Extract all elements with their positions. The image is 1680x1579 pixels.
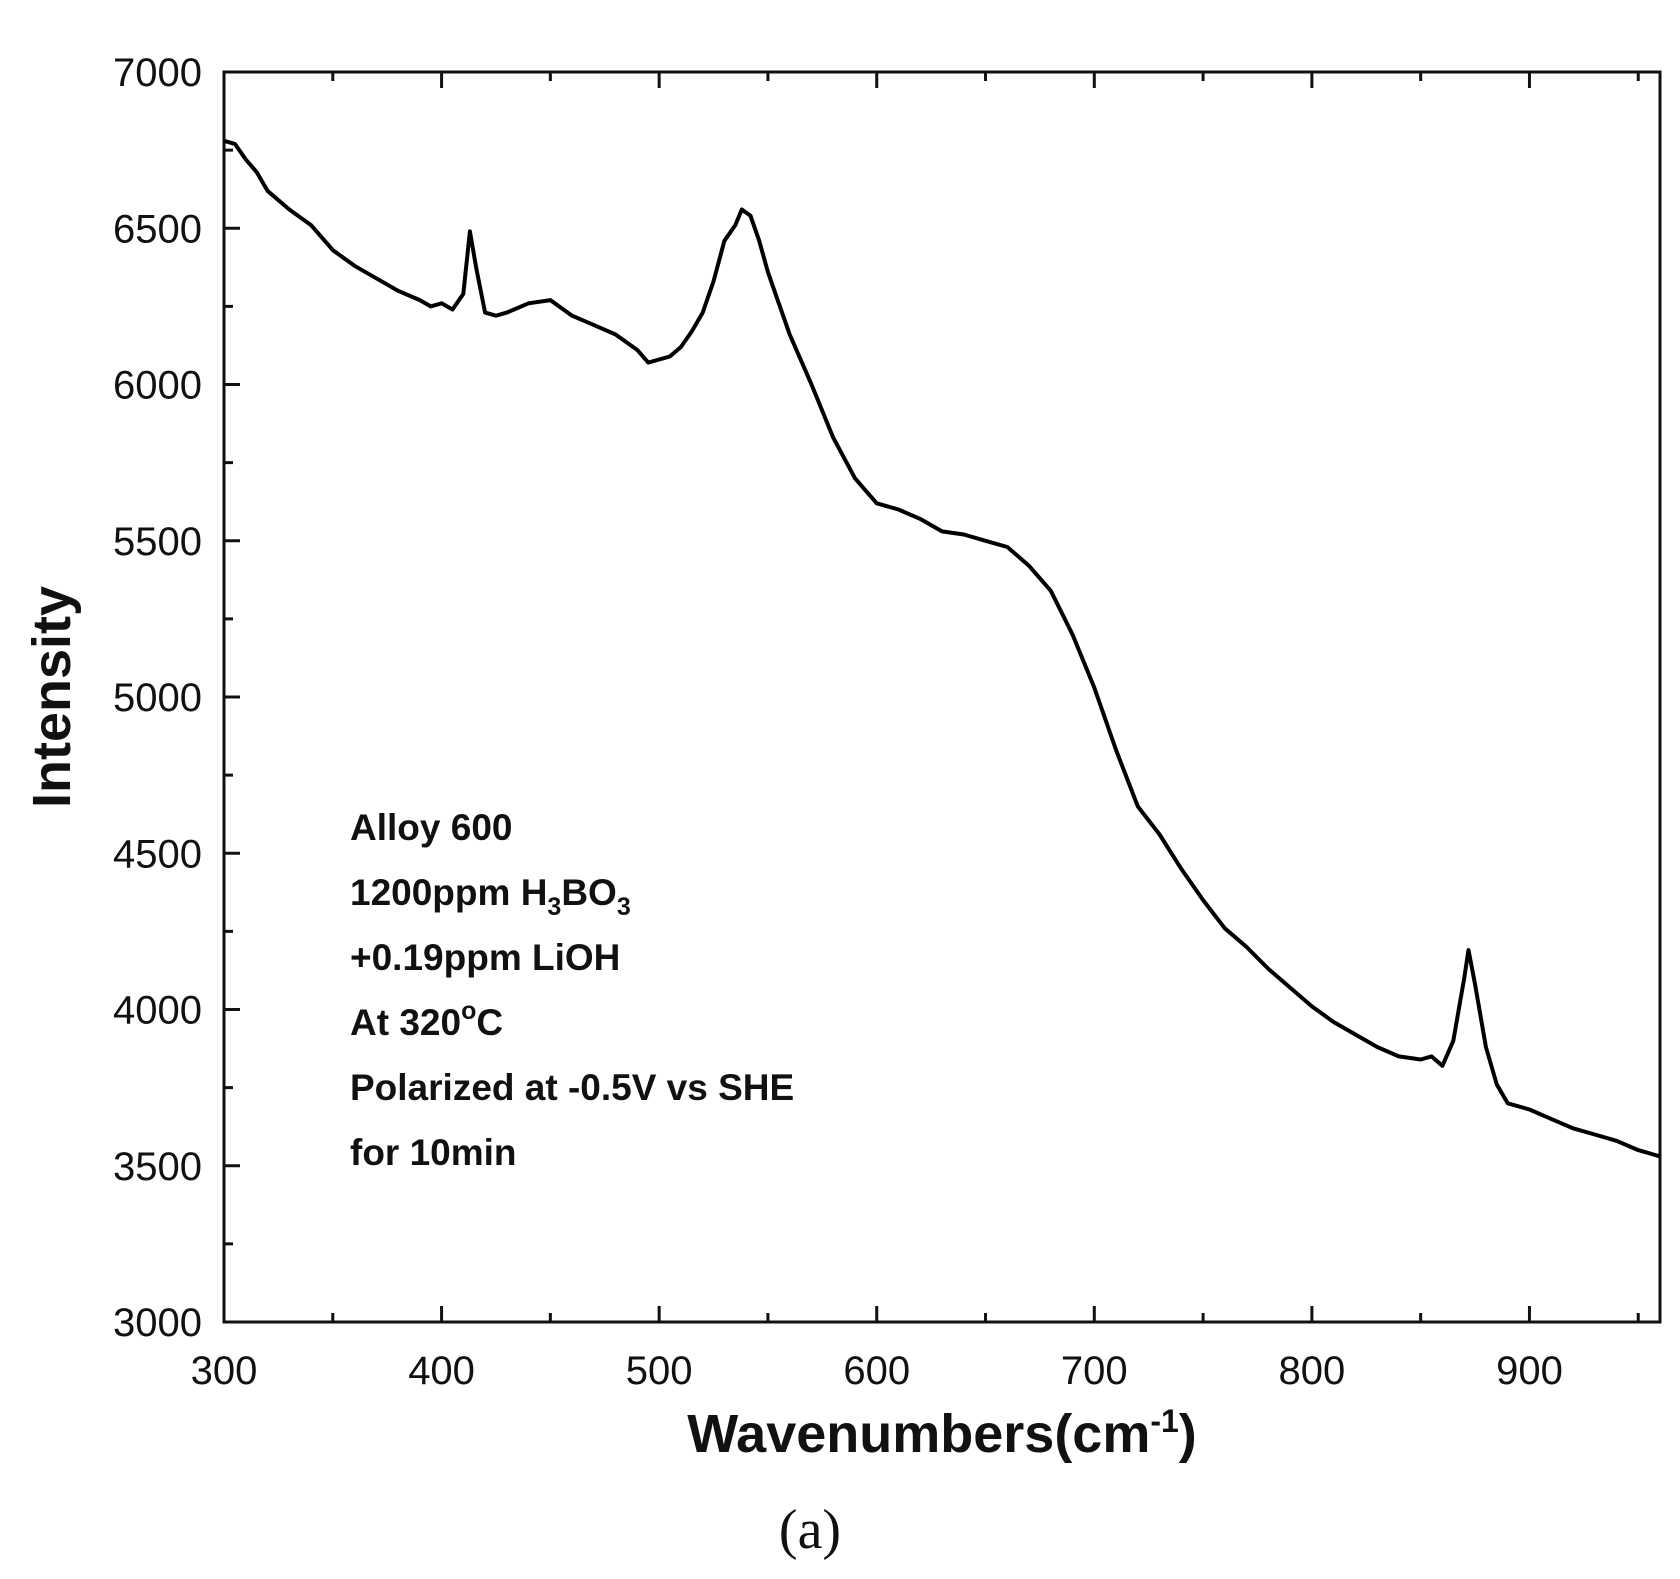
annotation-line-1: Alloy 600 xyxy=(350,807,512,848)
y-tick-label: 7000 xyxy=(113,51,202,95)
x-axis-ticks: 300 400 500 600 700 800 900 xyxy=(191,72,1640,1393)
annotation-block: Alloy 600 1200ppm H3BO3 +0.19ppm LiOH At… xyxy=(350,807,794,1173)
x-tick-label: 800 xyxy=(1279,1349,1346,1393)
y-tick-label: 3000 xyxy=(113,1301,202,1345)
annotation-line-4: At 320oC xyxy=(350,997,503,1043)
y-tick-label: 4000 xyxy=(113,989,202,1033)
panel-label: (a) xyxy=(779,1499,841,1561)
y-tick-label: 5000 xyxy=(113,676,202,720)
y-axis-ticks: 3000 3500 4000 4500 5000 5500 6000 6500 7000 xyxy=(113,51,240,1345)
x-tick-label: 900 xyxy=(1496,1349,1563,1393)
x-tick-label: 400 xyxy=(408,1349,475,1393)
y-axis-title: Intensity xyxy=(22,586,82,808)
y-tick-label: 6000 xyxy=(113,364,202,408)
annotation-line-3: +0.19ppm LiOH xyxy=(350,937,620,978)
y-tick-label: 3500 xyxy=(113,1145,202,1189)
x-tick-label: 500 xyxy=(626,1349,693,1393)
annotation-line-2: 1200ppm H3BO3 xyxy=(350,872,631,921)
series-line xyxy=(223,138,1661,1159)
x-axis-title: Wavenumbers(cm-1) xyxy=(687,1403,1197,1464)
y-tick-label: 5500 xyxy=(113,520,202,564)
x-tick-label: 300 xyxy=(191,1349,258,1393)
y-tick-label: 4500 xyxy=(113,832,202,876)
x-tick-label: 700 xyxy=(1061,1349,1128,1393)
y-tick-label: 6500 xyxy=(113,207,202,251)
annotation-line-5: Polarized at -0.5V vs SHE xyxy=(350,1067,794,1108)
x-tick-label: 600 xyxy=(843,1349,910,1393)
annotation-line-6: for 10min xyxy=(350,1132,517,1173)
